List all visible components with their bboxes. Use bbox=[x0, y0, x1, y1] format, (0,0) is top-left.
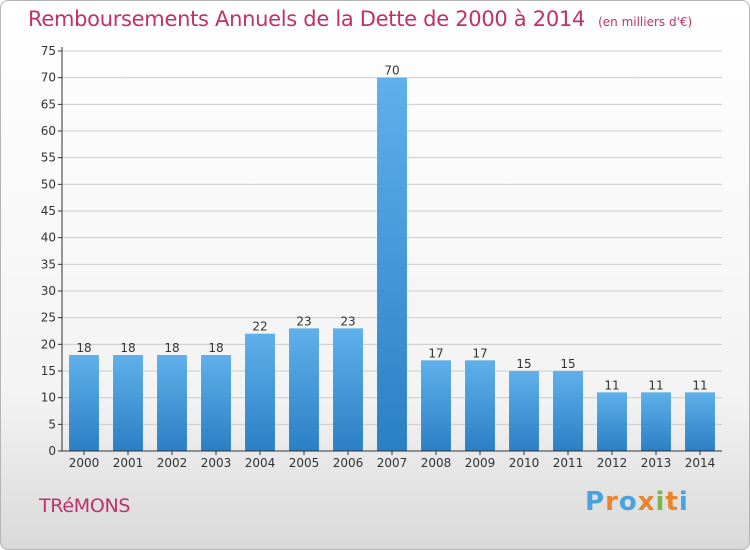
bar bbox=[289, 328, 319, 451]
chart-subtitle: (en milliers d'€) bbox=[598, 15, 693, 29]
bar-value-label: 15 bbox=[560, 357, 575, 371]
bar-value-label: 17 bbox=[472, 346, 487, 360]
x-tick-label: 2004 bbox=[245, 456, 276, 470]
bar bbox=[69, 355, 99, 451]
bar bbox=[421, 360, 451, 451]
x-tick-label: 2003 bbox=[201, 456, 232, 470]
y-tick-label: 70 bbox=[41, 71, 56, 85]
x-tick-label: 2005 bbox=[289, 456, 320, 470]
bar bbox=[685, 392, 715, 451]
bar-value-label: 70 bbox=[384, 64, 399, 78]
bar bbox=[509, 371, 539, 451]
y-tick-label: 5 bbox=[48, 417, 56, 431]
y-tick-label: 60 bbox=[41, 124, 56, 138]
bar-value-label: 23 bbox=[296, 314, 311, 328]
logo-letter: i bbox=[678, 487, 689, 517]
bar bbox=[201, 355, 231, 451]
bar-value-label: 11 bbox=[604, 378, 619, 392]
title-row: Remboursements Annuels de la Dette de 20… bbox=[28, 7, 692, 31]
y-tick-label: 75 bbox=[41, 44, 56, 58]
y-tick-label: 10 bbox=[41, 391, 56, 405]
bar bbox=[641, 392, 671, 451]
bar bbox=[245, 333, 275, 451]
x-tick-label: 2013 bbox=[641, 456, 672, 470]
x-tick-label: 2008 bbox=[421, 456, 452, 470]
bar bbox=[597, 392, 627, 451]
y-tick-label: 65 bbox=[41, 97, 56, 111]
x-tick-label: 2014 bbox=[685, 456, 716, 470]
x-tick-label: 2010 bbox=[509, 456, 540, 470]
x-tick-label: 2007 bbox=[377, 456, 408, 470]
logo-letter: o bbox=[618, 487, 638, 517]
bar-value-label: 15 bbox=[516, 357, 531, 371]
y-tick-label: 0 bbox=[48, 444, 56, 458]
bar bbox=[377, 77, 407, 452]
bar-value-label: 11 bbox=[648, 378, 663, 392]
y-tick-label: 45 bbox=[41, 204, 56, 218]
bar-value-label: 18 bbox=[120, 341, 135, 355]
logo-letter: x bbox=[637, 487, 656, 517]
x-tick-label: 2009 bbox=[465, 456, 496, 470]
bar bbox=[465, 360, 495, 451]
y-tick-label: 20 bbox=[41, 337, 56, 351]
x-tick-label: 2001 bbox=[113, 456, 144, 470]
bar bbox=[157, 355, 187, 451]
y-tick-label: 35 bbox=[41, 257, 56, 271]
x-tick-label: 2012 bbox=[597, 456, 628, 470]
x-tick-label: 2000 bbox=[69, 456, 100, 470]
bar-value-label: 17 bbox=[428, 346, 443, 360]
x-tick-label: 2002 bbox=[157, 456, 188, 470]
logo-letter: t bbox=[665, 487, 679, 517]
bar-value-label: 23 bbox=[340, 314, 355, 328]
logo-letter: i bbox=[655, 487, 666, 517]
y-tick-label: 55 bbox=[41, 151, 56, 165]
bar bbox=[333, 328, 363, 451]
bar bbox=[113, 355, 143, 451]
y-tick-label: 50 bbox=[41, 177, 56, 191]
y-tick-label: 15 bbox=[41, 364, 56, 378]
proxiti-logo: Proxiti bbox=[585, 487, 689, 517]
chart-title: Remboursements Annuels de la Dette de 20… bbox=[28, 7, 585, 31]
y-tick-label: 25 bbox=[41, 311, 56, 325]
bar-value-label: 22 bbox=[252, 320, 267, 334]
bar-value-label: 11 bbox=[692, 378, 707, 392]
logo-letter: P bbox=[585, 487, 606, 517]
bar-value-label: 18 bbox=[208, 341, 223, 355]
y-tick-label: 40 bbox=[41, 231, 56, 245]
y-tick-label: 30 bbox=[41, 284, 56, 298]
logo-letter: r bbox=[605, 487, 619, 517]
x-tick-label: 2006 bbox=[333, 456, 364, 470]
bar-value-label: 18 bbox=[76, 341, 91, 355]
bar-value-label: 18 bbox=[164, 341, 179, 355]
x-tick-label: 2011 bbox=[553, 456, 584, 470]
bar bbox=[553, 371, 583, 451]
commune-name: TRéMONS bbox=[39, 495, 131, 517]
